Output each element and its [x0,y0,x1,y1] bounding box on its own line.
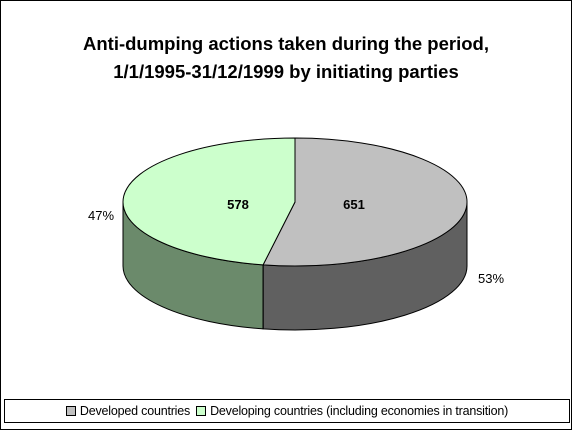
legend-item-developing: Developing countries (including economie… [196,404,508,418]
pie-slice-developing [122,137,296,266]
legend-label-developed: Developed countries [79,404,191,418]
legend: Developed countries Developing countries… [4,399,570,423]
legend-label-developing: Developing countries (including economie… [210,404,509,418]
chart-title-line-2: 1/1/1995-31/12/1999 by initiating partie… [113,61,459,82]
legend-item-developed: Developed countries [65,404,191,418]
pie-percent-label-developing: 47% [88,208,114,223]
legend-swatch-developed [65,406,76,416]
pie-value-label-developed: 651 [343,197,365,212]
legend-swatch-developing [196,406,207,416]
pie-value-label-developing: 578 [227,197,249,212]
chart-title: Anti-dumping actions taken during the pe… [1,30,571,86]
pie-percent-label-developed: 53% [478,271,504,286]
pie-slice-developed [262,137,468,267]
chart-title-line-1: Anti-dumping actions taken during the pe… [83,33,489,54]
